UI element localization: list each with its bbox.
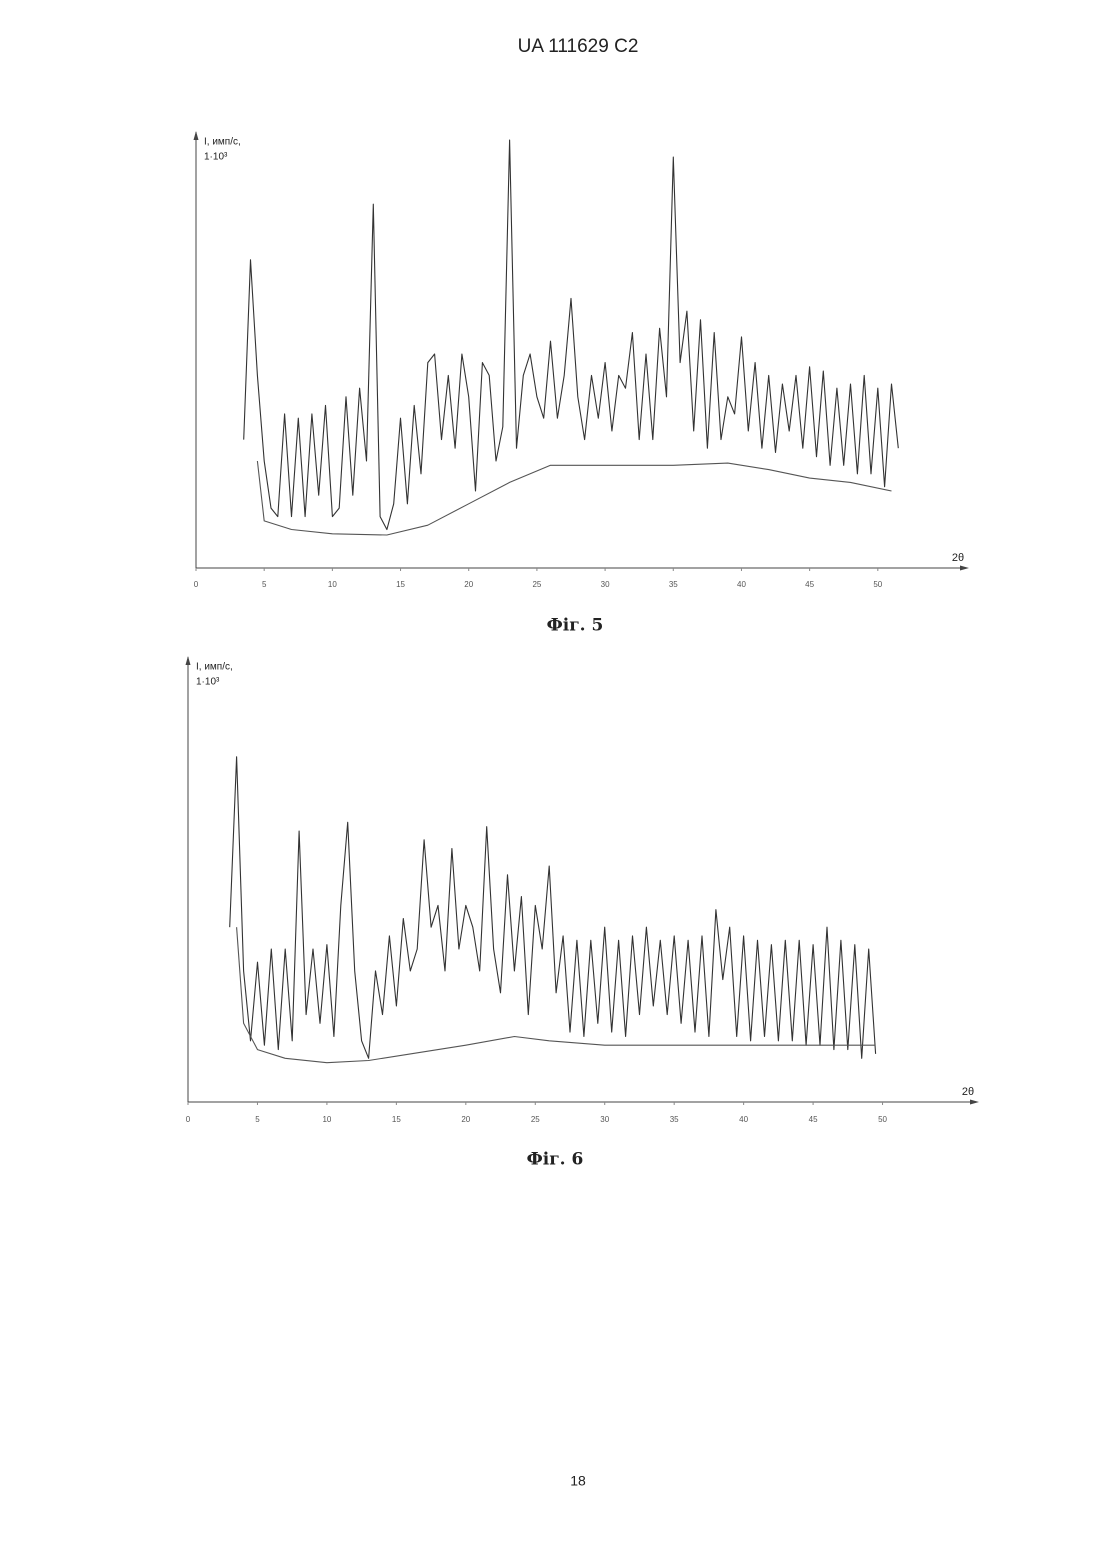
caption: Фіг. 6 (527, 1150, 584, 1170)
y-axis-label: 1·10³ (196, 677, 220, 688)
page: UA 111629 C2 18 I, имп/с, 1·10³ 2θ Фіг. 5 0 5… (0, 0, 1101, 1557)
x-tick-label: 50 (873, 580, 882, 589)
y-arrow (194, 131, 199, 140)
x-tick-label: 50 (878, 1115, 887, 1124)
x-tick-label: 0 (186, 1115, 191, 1124)
data-line (244, 140, 899, 530)
x-axis-label: 2θ (962, 1086, 974, 1098)
x-tick-label: 0 (194, 580, 199, 589)
x-tick-label: 35 (669, 580, 678, 589)
x-tick-label: 20 (464, 580, 473, 589)
page-number: 18 (570, 1473, 586, 1489)
header-title: UA 111629 C2 (518, 36, 639, 57)
x-tick-label: 5 (255, 1115, 260, 1124)
x-tick-label: 20 (461, 1115, 470, 1124)
x-tick-label: 30 (601, 580, 610, 589)
x-tick-label: 10 (328, 580, 337, 589)
x-tick-label: 25 (531, 1115, 540, 1124)
x-tick-label: 15 (396, 580, 405, 589)
caption: Фіг. 5 (547, 616, 604, 636)
data-line (237, 927, 876, 1062)
x-tick-label: 45 (805, 580, 814, 589)
y-axis-label: I, имп/с, (196, 662, 233, 673)
y-axis-label: I, имп/с, (204, 137, 241, 148)
data-line (230, 757, 876, 1059)
x-axis-label: 2θ (952, 552, 964, 564)
x-tick-label: 40 (739, 1115, 748, 1124)
y-arrow (186, 656, 191, 665)
x-tick-label: 40 (737, 580, 746, 589)
x-tick-label: 10 (322, 1115, 331, 1124)
x-tick-label: 15 (392, 1115, 401, 1124)
x-tick-label: 5 (262, 580, 267, 589)
x-arrow (970, 1100, 979, 1105)
x-tick-label: 25 (532, 580, 541, 589)
y-axis-label: 1·10³ (204, 152, 228, 163)
x-tick-label: 35 (670, 1115, 679, 1124)
x-tick-label: 30 (600, 1115, 609, 1124)
data-line (257, 461, 891, 535)
x-arrow (960, 566, 969, 571)
x-tick-label: 45 (809, 1115, 818, 1124)
